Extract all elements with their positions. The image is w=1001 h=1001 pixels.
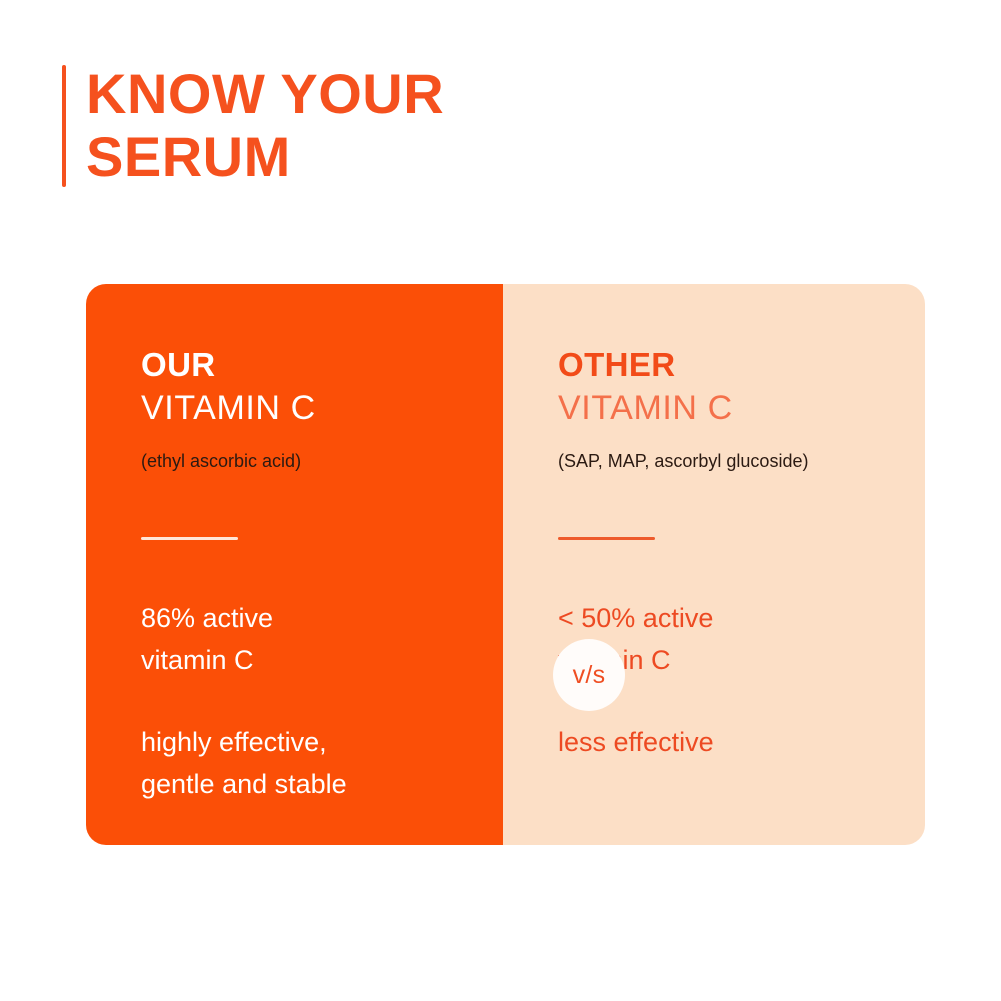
versus-badge-label: v/s	[572, 660, 606, 689]
panel-other-bullet-list: < 50% active vitamin C less effective	[558, 597, 714, 763]
panel-our-product: VITAMIN C	[141, 389, 316, 427]
page-header: KNOW YOUR SERUM	[62, 62, 662, 188]
panel-other-content: OTHER VITAMIN C (SAP, MAP, ascorbyl gluc…	[558, 284, 925, 845]
panel-other-eyebrow: OTHER	[558, 346, 676, 383]
panel-our-content: OUR VITAMIN C (ethyl ascorbic acid) 86% …	[141, 284, 503, 845]
comparison-card: OUR VITAMIN C (ethyl ascorbic acid) 86% …	[86, 284, 925, 845]
panel-other-caption: (SAP, MAP, ascorbyl glucoside)	[558, 451, 809, 471]
list-item: less effective	[558, 727, 714, 757]
panel-other-product: VITAMIN C	[558, 389, 733, 427]
panel-our-caption: (ethyl ascorbic acid)	[141, 451, 302, 471]
page-title: KNOW YOUR SERUM	[86, 62, 445, 188]
panel-other-divider-line	[558, 537, 655, 540]
list-item: 86% active vitamin C	[141, 603, 274, 675]
list-item: highly effective, gentle and stable	[141, 727, 347, 799]
panel-our-divider-line	[141, 537, 238, 540]
comparison-panel-our: OUR VITAMIN C (ethyl ascorbic acid) 86% …	[86, 284, 503, 845]
comparison-panel-other: OTHER VITAMIN C (SAP, MAP, ascorbyl gluc…	[503, 284, 925, 845]
panel-our-bullet-list: 86% active vitamin C highly effective, g…	[141, 597, 347, 805]
versus-badge: v/s	[553, 639, 625, 711]
panel-our-eyebrow: OUR	[141, 346, 216, 383]
header-accent-bar	[62, 65, 66, 187]
